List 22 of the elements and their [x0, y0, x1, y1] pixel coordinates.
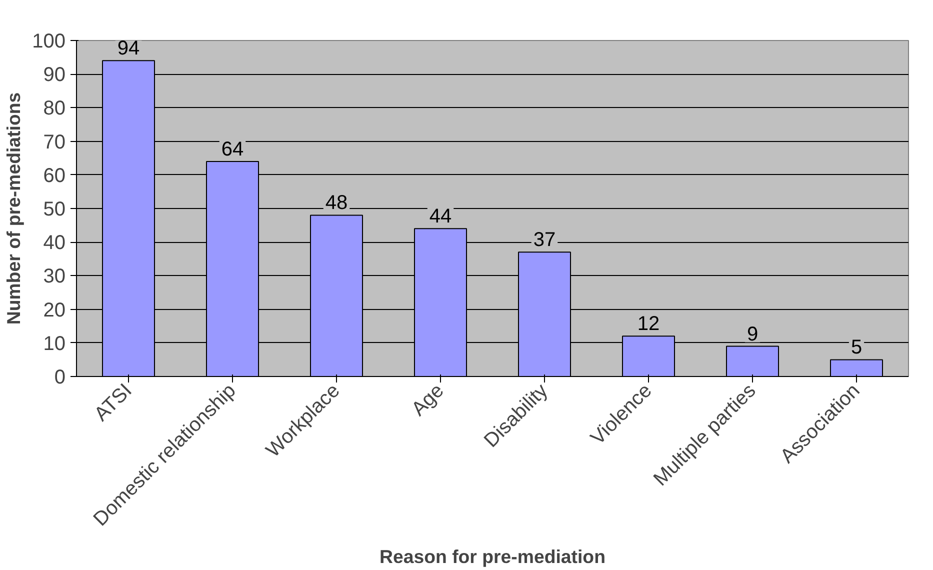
y-tick-label: 0: [54, 366, 66, 388]
x-axis-title: Reason for pre-mediation: [380, 546, 606, 568]
y-tick-label: 20: [43, 299, 66, 322]
y-tick-label: 60: [43, 164, 66, 187]
data-label: 5: [850, 336, 862, 359]
data-label: 48: [325, 192, 348, 214]
y-tick-label: 100: [32, 30, 66, 52]
data-label: 37: [533, 229, 556, 252]
y-axis-title: Number of pre-mediations: [3, 92, 24, 325]
data-label: 9: [746, 323, 758, 346]
data-label: 94: [117, 38, 140, 60]
data-label: 64: [221, 138, 244, 160]
data-label: 12: [637, 313, 660, 336]
y-tick-label: 50: [43, 198, 66, 220]
y-tick-label: 90: [43, 64, 66, 86]
y-tick-label: 80: [43, 98, 66, 120]
y-tick-label: 70: [43, 131, 66, 154]
data-label: 44: [429, 206, 452, 228]
x-tick-label: Age: [408, 380, 448, 420]
y-tick-label: 30: [43, 266, 66, 288]
y-tick-label: 40: [43, 232, 66, 254]
y-tick-label: 10: [43, 332, 66, 355]
